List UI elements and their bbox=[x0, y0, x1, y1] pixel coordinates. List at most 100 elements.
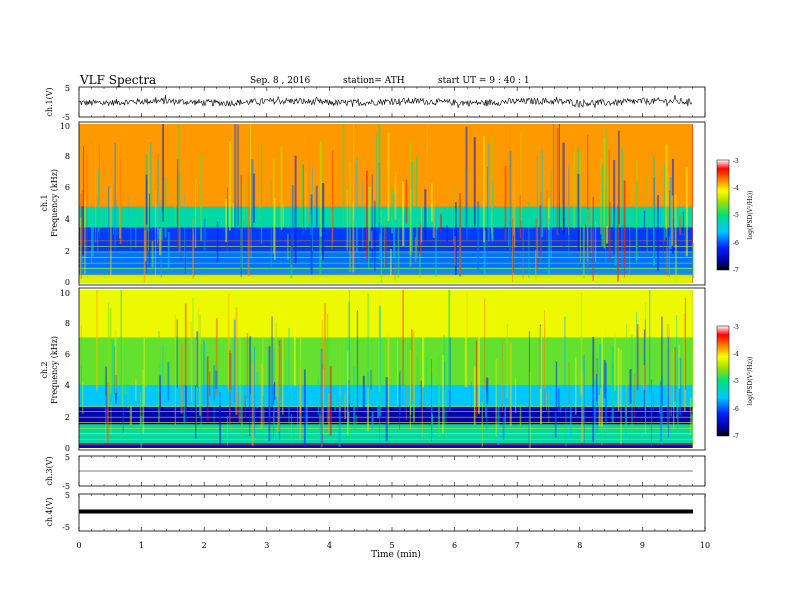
spectrogram-streak bbox=[320, 348, 323, 448]
spectrogram-streak bbox=[577, 173, 580, 252]
spectrogram-streak bbox=[293, 319, 296, 386]
spectrogram-streak bbox=[251, 159, 254, 227]
spec2-ytick-label: 6 bbox=[65, 350, 70, 359]
spectrogram-streak bbox=[661, 316, 663, 406]
spectrogram-streak bbox=[159, 375, 161, 411]
spectrogram-streak bbox=[690, 413, 693, 437]
spectrogram-streak bbox=[273, 159, 275, 254]
spectrogram-streak bbox=[415, 156, 418, 259]
spectrogram-streak bbox=[504, 405, 506, 435]
spectrogram-streak bbox=[174, 193, 176, 226]
ch2-colorbar-gradient bbox=[716, 325, 730, 437]
spectrogram-streak bbox=[344, 392, 347, 420]
spectrogram-streak bbox=[82, 189, 84, 246]
spectrogram-streak bbox=[111, 340, 114, 399]
spectrogram-streak bbox=[251, 363, 254, 446]
ch1-waveform-trace bbox=[78, 94, 693, 109]
time-tick-label: 8 bbox=[577, 541, 582, 550]
spectrogram-streak bbox=[618, 130, 620, 225]
spectrogram-streak bbox=[512, 218, 513, 282]
time-tick-label: 0 bbox=[76, 541, 81, 550]
spectrogram-streak bbox=[492, 182, 494, 242]
ch1-ylabel: ch.1(V) bbox=[45, 87, 54, 116]
spectrogram-streak bbox=[235, 307, 238, 416]
spectrogram-streak bbox=[135, 378, 137, 401]
spectrogram-streak bbox=[387, 332, 390, 425]
spectrogram-streak bbox=[411, 329, 413, 402]
spectrogram-streak bbox=[372, 374, 374, 394]
spectrogram-streak bbox=[679, 215, 682, 236]
spectrogram-streak bbox=[402, 290, 404, 385]
spectrogram-streak bbox=[399, 373, 400, 430]
ch3-ytick-top: 5 bbox=[65, 453, 70, 462]
ch2-channel-label: ch.2 bbox=[40, 361, 49, 378]
spectrogram-streak bbox=[676, 315, 678, 419]
station-label: station= ATH bbox=[343, 76, 405, 86]
spectrogram-streak bbox=[334, 394, 336, 411]
spectrogram-streak bbox=[665, 144, 668, 230]
spectrogram-streak bbox=[270, 178, 272, 268]
spectrogram-streak bbox=[520, 131, 522, 221]
spectrogram-streak bbox=[249, 336, 251, 436]
spectrogram-streak bbox=[600, 158, 602, 235]
spectrogram-streak bbox=[653, 156, 655, 266]
spectrogram-streak bbox=[206, 356, 209, 421]
spectrogram-streak bbox=[585, 224, 587, 251]
spectrogram-streak bbox=[661, 375, 663, 445]
ch1-colorbar-tick: -4 bbox=[733, 185, 739, 192]
spectrogram-streak bbox=[621, 147, 624, 227]
spectrogram-streak bbox=[506, 323, 508, 399]
spectrogram-streak bbox=[547, 198, 550, 230]
spectrogram-streak bbox=[664, 163, 666, 241]
spectrogram-streak bbox=[608, 149, 610, 241]
spectrogram-streak bbox=[262, 320, 264, 396]
spectrogram-streak bbox=[394, 242, 396, 262]
spec2-ytick-label: 0 bbox=[65, 444, 70, 453]
ch2-colorbar-tick: -3 bbox=[733, 324, 739, 331]
spectrogram-streak bbox=[660, 208, 662, 229]
spectrogram-streak bbox=[580, 154, 581, 263]
spectrogram-streak bbox=[107, 302, 110, 407]
spectrogram-streak bbox=[502, 416, 505, 440]
spectrogram-streak bbox=[356, 158, 358, 253]
spectrogram-streak bbox=[91, 203, 93, 265]
spectrogram-streak bbox=[290, 361, 292, 406]
spectrogram-streak bbox=[666, 207, 668, 277]
spectrogram-streak bbox=[592, 337, 595, 443]
spectrogram-streak bbox=[497, 383, 500, 445]
ch1-colorbar-label: log(PSD(V²/Hz)) bbox=[747, 191, 754, 240]
spectrogram-streak bbox=[324, 303, 327, 389]
ch1-colorbar-tick: -5 bbox=[733, 212, 739, 219]
time-tick-label: 1 bbox=[139, 541, 144, 550]
spectrogram-streak bbox=[557, 388, 560, 412]
spectrogram-streak bbox=[216, 221, 219, 263]
spectrogram-streak bbox=[303, 369, 306, 448]
spectrogram-streak bbox=[393, 193, 396, 257]
ch1-colorbar-gradient bbox=[716, 159, 730, 271]
ch1-spectrogram-streaks bbox=[80, 124, 695, 283]
spectrogram-streak bbox=[84, 200, 86, 275]
ch2-colorbar-tick: -7 bbox=[733, 433, 739, 440]
spectrogram-streak bbox=[192, 297, 194, 388]
spectrogram-streak bbox=[513, 235, 515, 273]
spectrogram-streak bbox=[352, 201, 355, 273]
spectrogram-streak bbox=[317, 377, 319, 415]
spectrogram-streak bbox=[573, 150, 575, 229]
spectrogram-streak bbox=[83, 146, 84, 256]
spectrogram-streak bbox=[114, 143, 116, 249]
spectrogram-streak bbox=[315, 185, 318, 245]
spec1-ytick-label: 0 bbox=[65, 278, 70, 287]
spectrogram-streak bbox=[637, 230, 639, 247]
spectrogram-streak bbox=[397, 339, 398, 405]
spectrogram-streak bbox=[603, 360, 606, 399]
spectrogram-band bbox=[79, 267, 693, 276]
spectrogram-streak bbox=[414, 237, 417, 262]
spectrogram-streak bbox=[564, 316, 566, 395]
spectrogram-streak bbox=[598, 395, 600, 426]
spectrogram-streak bbox=[581, 371, 584, 442]
spectrogram-streak bbox=[541, 149, 543, 238]
spectrogram-streak bbox=[528, 200, 530, 278]
spectrogram-streak bbox=[644, 319, 646, 425]
spec1-ytick-label: 8 bbox=[65, 152, 70, 161]
spectrogram-streak bbox=[445, 225, 448, 243]
